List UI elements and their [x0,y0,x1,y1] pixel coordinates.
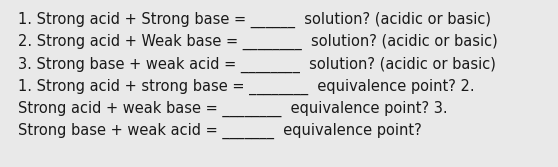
Text: Strong acid + weak base = ________  equivalence point? 3.: Strong acid + weak base = ________ equiv… [18,101,448,117]
Text: 1. Strong acid + Strong base = ______  solution? (acidic or basic): 1. Strong acid + Strong base = ______ so… [18,12,491,28]
Text: 1. Strong acid + strong base = ________  equivalence point? 2.: 1. Strong acid + strong base = ________ … [18,79,475,95]
Text: 3. Strong base + weak acid = ________  solution? (acidic or basic): 3. Strong base + weak acid = ________ so… [18,56,496,73]
Text: Strong base + weak acid = _______  equivalence point?: Strong base + weak acid = _______ equiva… [18,123,422,139]
Text: 2. Strong acid + Weak base = ________  solution? (acidic or basic): 2. Strong acid + Weak base = ________ so… [18,34,498,50]
